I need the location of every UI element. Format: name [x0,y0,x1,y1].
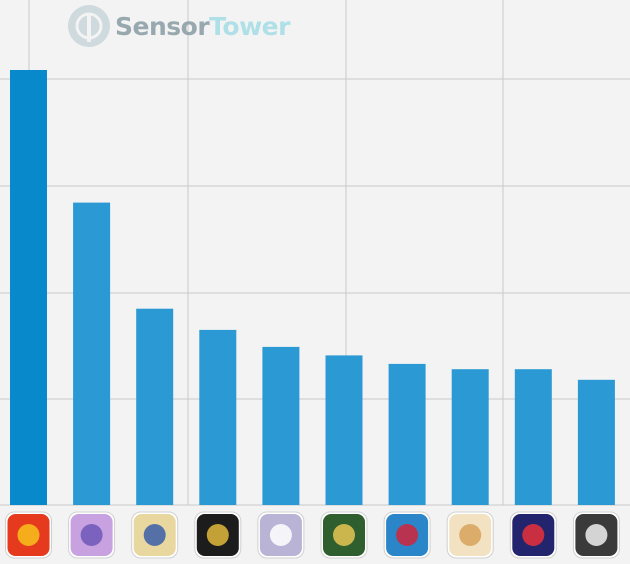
bar-pro-baseball-spirits [577,379,615,505]
bar-knives-out [199,329,237,505]
category-icons [5,511,620,559]
sensor-tower-logo-icon [68,5,110,47]
app-icon-fate-grand-order [131,511,179,559]
watermark-tower: Tower [209,12,291,41]
app-icon-uma-musume [68,511,116,559]
app-icon-monster-strike [5,511,52,559]
bar-fate-grand-order [136,308,174,505]
app-icon-pro-baseball-spirits [572,511,620,559]
app-icon-pokemon-go [509,511,557,559]
app-icon-knives-out [194,511,242,559]
bar-pokemon-go [514,369,552,505]
watermark-sensor: Sensor [115,12,210,41]
app-icon-puzzle-and-dragons [383,511,431,559]
bar-puzzle-and-dragons [388,363,426,505]
bar-uma-musume [73,202,111,505]
sensor-tower-watermark: SensorTower [68,5,292,47]
bars [10,70,615,505]
watermark-label: SensorTower [115,12,291,41]
bar-genshin-impact [451,369,489,505]
app-icon-genshin-impact [446,511,494,559]
app-icon-pixel-heroes [320,511,368,559]
bar-monster-strike [10,70,47,505]
bar-blue-archive [262,346,300,505]
bar-pixel-heroes [325,355,363,505]
app-icon-blue-archive [257,511,305,559]
